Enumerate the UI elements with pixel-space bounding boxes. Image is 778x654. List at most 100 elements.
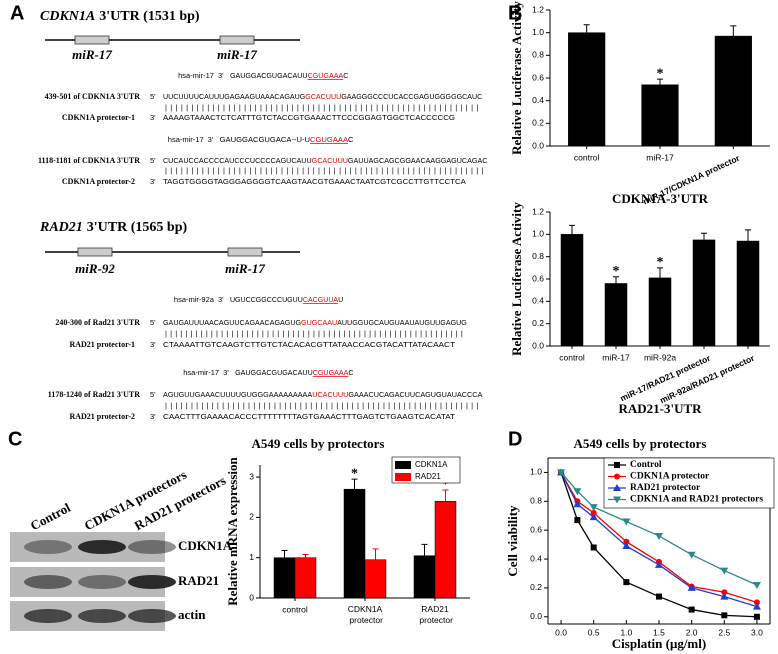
y-tick-label: 0.2: [530, 582, 542, 592]
point: [688, 606, 695, 613]
y-axis-label: Relative Luciferase Activity: [509, 1, 524, 155]
mirna-seq: GAUGGACGUGACAUUCGUGAAAC: [230, 71, 349, 80]
bar: [692, 239, 716, 347]
x-tick-label: 1.5: [653, 627, 665, 637]
panel-label: D: [508, 428, 522, 450]
pairs: ||||||||||||||||||||||||||||||||||||||||…: [165, 401, 478, 410]
point: [687, 583, 696, 591]
error-bar: [442, 489, 449, 502]
x-tick-label: RAD21 protector: [417, 604, 453, 625]
error-bar: [372, 548, 379, 560]
significance-mark: *: [613, 264, 620, 279]
error-bar: [583, 24, 590, 33]
target-seq-part: GAAACUCAGACUUCAGUGUAUACCCA: [348, 390, 482, 399]
x-tick-label: 0.5: [588, 627, 600, 637]
protector-seq: CTAAAATTGTCAAGTCTTGTCTACACACGTTATAACCACG…: [163, 340, 455, 349]
pairs: ||||||||||||||||||||||||||||||||||||||||…: [165, 329, 463, 338]
y-tick-label: 2: [249, 512, 254, 522]
y-tick-label: 1.2: [532, 4, 544, 14]
y-tick-label: 1.0: [532, 27, 544, 37]
legend-label: CDKN1A and RAD21 protectors: [630, 495, 763, 505]
point: [573, 488, 582, 496]
mirna-name: hsa-mir-17: [183, 368, 219, 377]
mirna-seq: GAUGGACGUGACA--U-UCGUGAAAC: [220, 135, 354, 144]
mirna-name: hsa-mir-17: [178, 71, 214, 80]
gene-title: CDKN1A 3'UTR (1531 bp): [40, 9, 200, 24]
legend-label: Control: [630, 460, 662, 470]
point: [622, 542, 631, 550]
y-tick-label: 1.2: [532, 206, 544, 216]
error-bar: [745, 229, 751, 242]
mirna-seq-part: C: [343, 71, 349, 80]
mirna-seq-part: UGUCCGGCCCUGUU: [230, 295, 303, 304]
point: [655, 560, 663, 568]
y-tick-label: 0.8: [532, 50, 544, 60]
target-seq-part: GAUUAGCAGCGGAACAAGGAGUCAGAC: [348, 156, 488, 165]
point: [614, 462, 620, 468]
y-tick-label: 0.4: [532, 95, 544, 105]
point: [590, 509, 597, 516]
bar: [604, 283, 628, 347]
x-axis-label: Cisplatin (μg/ml): [612, 636, 706, 651]
mirna-seq-part: GAUGGACGUGACAUU: [235, 368, 313, 377]
error-bar: [421, 543, 428, 556]
protector-seq: TAGGTGGGGTAGGGAGGGGTCAAGTAACGTGAAACTAATC…: [163, 177, 466, 186]
mirna-name: hsa-mir-17: [168, 135, 204, 144]
point: [720, 567, 729, 575]
blot-band: [128, 575, 176, 589]
pairs: ||||||||||||||||||||||||||||||||||||||||…: [165, 166, 483, 175]
point: [614, 473, 620, 480]
target-seq-part: CUCAUCCACCCCAUCCCUCCCCAGUCAUU: [163, 156, 312, 165]
point: [721, 589, 728, 596]
gene-title: RAD21 3'UTR (1565 bp): [39, 220, 187, 235]
gene-utr: 3'UTR (1565 bp): [87, 220, 188, 235]
blot-band: [24, 575, 72, 589]
blot-band: [24, 609, 72, 623]
target-seq: CUCAUCCACCCCAUCCCUCCCCAGUCAUUGCACUUUGAUU…: [163, 156, 488, 165]
y-tick-label: 0.8: [530, 496, 542, 506]
error-bar: [657, 267, 663, 278]
target-seq-part: AGUGUUGAAACUUUUGUGGGAAAAAAAAA: [163, 390, 312, 399]
target-end: 5': [150, 92, 156, 101]
x-tick-label: miR-17: [602, 352, 630, 362]
point: [574, 517, 581, 524]
bar: [294, 557, 317, 599]
error-bar: [302, 553, 309, 558]
point: [613, 484, 621, 491]
x-tick-label: miR-17: [646, 152, 674, 162]
y-tick-label: 0.0: [530, 611, 542, 621]
significance-mark: *: [657, 66, 664, 81]
x-tick-label: CDKN1A protector: [347, 604, 383, 625]
x-tick-label: control: [574, 152, 600, 162]
target-seq: GAUGAUUUAACAGUUCAGAACAGAGUGGUGCAAUAUUGGU…: [163, 318, 467, 327]
target-seq: UUCUUUUCAUUUGAGAAGUAAACAGAUGGCACUUUGAAGG…: [163, 92, 483, 101]
legend-label: CDKN1A: [415, 460, 448, 469]
series-line: [560, 472, 758, 603]
point: [623, 579, 630, 586]
y-tick-label: 1.0: [530, 467, 542, 477]
point: [753, 613, 760, 620]
x-axis-label: RAD21-3'UTR: [618, 401, 702, 416]
error-bar: [613, 276, 619, 284]
blot-row-label: CDKN1A: [178, 538, 233, 553]
error-bar: [351, 478, 358, 490]
target-seed: UCACUUU: [312, 390, 348, 399]
site-box: [74, 35, 110, 45]
y-tick-label: 0.0: [532, 340, 544, 350]
chart-title: A549 cells by protectors: [252, 436, 385, 451]
error-bar: [730, 25, 737, 37]
mirna-seed: CGUGAAA: [310, 135, 348, 144]
protector-label: CDKN1A protector-2: [62, 177, 135, 186]
protector-label: RAD21 protector-1: [69, 340, 135, 349]
bar: [714, 35, 752, 147]
y-axis-label: Relative Luciferase Activity: [509, 202, 524, 356]
point: [752, 582, 761, 590]
bar: [648, 277, 672, 347]
x-tick-label: 1.0: [620, 627, 632, 637]
site-box: [219, 35, 255, 45]
blot-band: [78, 609, 126, 623]
mirna-name: hsa-mir-92a: [174, 295, 215, 304]
mirna-seq-part: C: [348, 368, 354, 377]
bar: [343, 488, 366, 599]
point: [753, 599, 760, 606]
